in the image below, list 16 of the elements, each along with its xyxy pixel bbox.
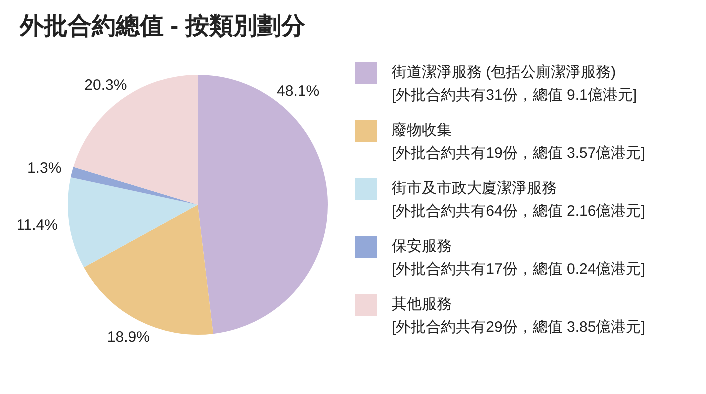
data-label: 1.3% [27,160,62,177]
data-label: 11.4% [16,216,58,234]
text: [外批合約共有19份，總值 3.57億港元] [392,144,646,164]
chart-title: 外批合約總值 - 按類別劃分 [20,12,306,42]
text: [外批合約共有64份，總值 2.16億港元] [392,202,646,222]
legend-label: 廢物收集 [392,121,453,141]
text: [外批合約共有31份，總值 9.1億港元] [392,86,638,106]
data-label: 18.9% [107,328,150,346]
legend-label: 保安服務 [392,237,453,257]
text: [外批合約共有17份，總值 0.24億港元] [392,260,646,280]
legend-label: 其他服務 [392,295,453,315]
text: [外批合約共有29份，總值 3.85億港元] [392,318,646,338]
data-label: 48.1% [277,82,320,100]
legend-label: 街道潔淨服務 (包括公廁潔淨服務) [392,63,618,83]
legend-label: 街市及市政大廈潔淨服務 [392,179,558,199]
data-label: 20.3% [84,76,128,94]
